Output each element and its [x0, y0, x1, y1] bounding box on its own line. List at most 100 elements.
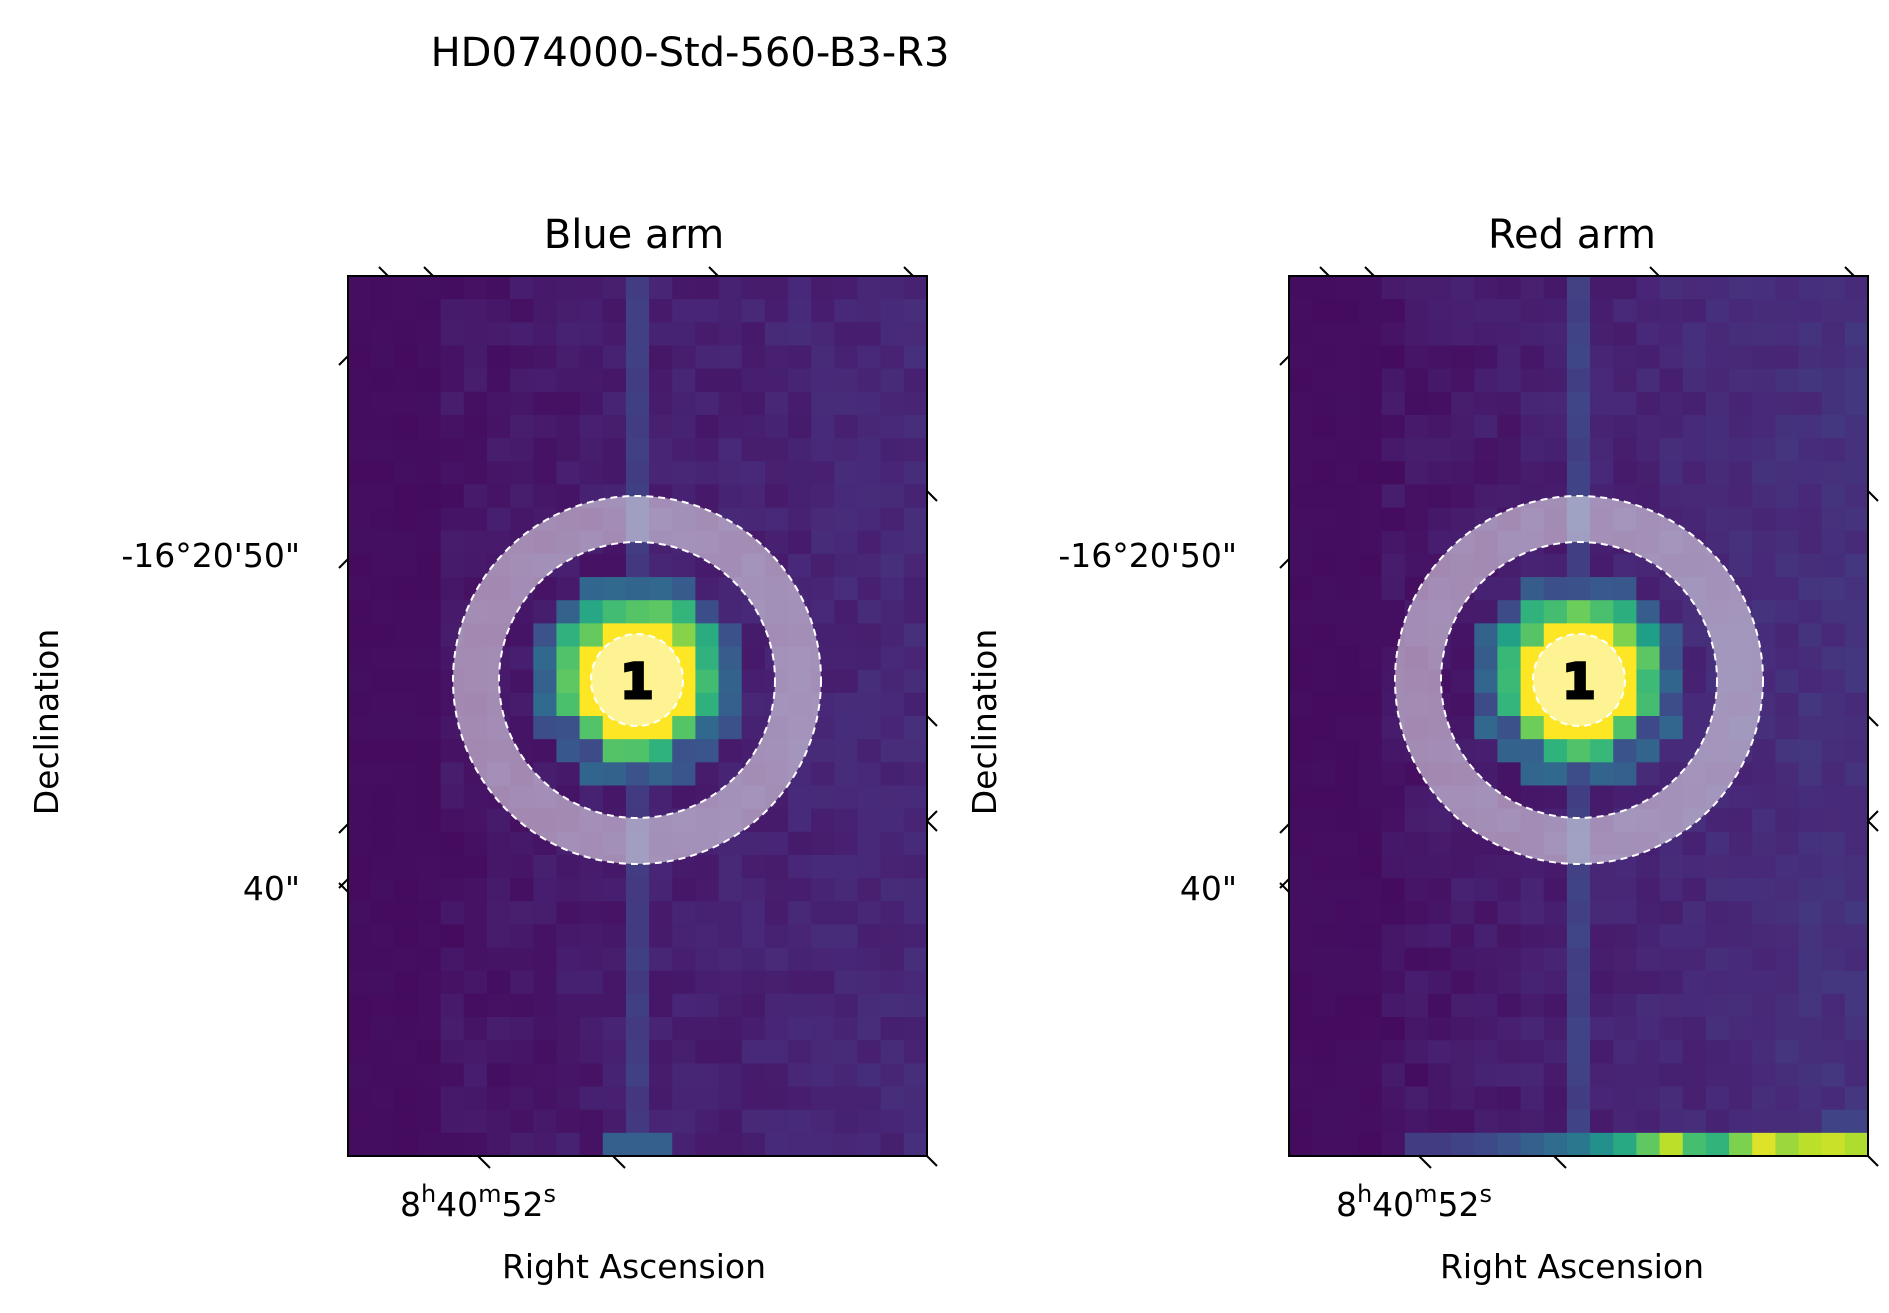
- pixel-cell: [1566, 1040, 1591, 1064]
- pixel-cell: [463, 368, 488, 393]
- pixel-cell: [1312, 484, 1336, 509]
- pixel-cell: [1289, 1132, 1313, 1157]
- pixel-cell: [741, 414, 766, 439]
- pixel-cell: [649, 1040, 673, 1064]
- pixel-cell: [1775, 970, 1800, 995]
- pixel-cell: [1636, 623, 1661, 648]
- pixel-cell: [486, 507, 511, 532]
- pixel-cell: [625, 1132, 650, 1157]
- pixel-cell: [579, 577, 604, 601]
- pixel-cell: [1844, 299, 1869, 323]
- pixel-cell: [857, 345, 882, 370]
- pixel-cell: [1289, 507, 1313, 532]
- pixel-cell: [1358, 484, 1383, 509]
- pixel-cell: [718, 299, 743, 323]
- pixel-cell: [1659, 692, 1684, 717]
- pixel-cell: [1636, 970, 1661, 995]
- pixel-cell: [718, 345, 743, 370]
- pixel-cell: [348, 762, 372, 787]
- pixel-cell: [371, 461, 395, 486]
- pixel-cell: [741, 368, 766, 393]
- pixel-cell: [602, 553, 627, 578]
- pixel-cell: [602, 785, 627, 810]
- pixel-cell: [1289, 716, 1313, 740]
- pixel-cell: [394, 716, 419, 740]
- pixel-cell: [1636, 391, 1661, 416]
- pixel-cell: [1497, 345, 1522, 370]
- pixel-cell: [371, 299, 395, 323]
- pixel-cell: [1682, 970, 1707, 995]
- pixel-cell: [1566, 924, 1591, 949]
- pixel-cell: [788, 507, 812, 532]
- pixel-cell: [463, 947, 488, 972]
- pixel-cell: [1821, 878, 1846, 902]
- pixel-cell: [834, 831, 859, 856]
- y-axis-label-red: Declination: [965, 629, 1004, 816]
- pixel-cell: [1798, 484, 1823, 509]
- pixel-cell: [834, 808, 859, 833]
- pixel-cell: [510, 368, 534, 393]
- pixel-cell: [510, 878, 534, 902]
- pixel-cell: [1752, 530, 1776, 555]
- pixel-cell: [463, 1017, 488, 1041]
- pixel-cell: [764, 831, 789, 856]
- pixel-cell: [417, 553, 442, 578]
- pixel-cell: [1289, 530, 1313, 555]
- pixel-cell: [394, 901, 419, 926]
- pixel-cell: [695, 1132, 720, 1157]
- pixel-cell: [1474, 368, 1499, 393]
- pixel-cell: [1729, 530, 1753, 555]
- pixel-cell: [1844, 391, 1869, 416]
- pixel-cell: [1335, 878, 1360, 902]
- pixel-cell: [1451, 623, 1475, 648]
- pixel-cell: [811, 507, 835, 532]
- pixel-cell: [1335, 831, 1360, 856]
- pixel-cell: [1404, 854, 1429, 879]
- pixel-cell: [486, 1109, 511, 1134]
- pixel-cell: [510, 831, 534, 856]
- pixel-cell: [556, 901, 581, 926]
- pixel-cell: [1705, 924, 1730, 949]
- pixel-cell: [486, 1086, 511, 1111]
- pixel-cell: [695, 623, 720, 648]
- pixel-cell: [1520, 901, 1545, 926]
- pixel-cell: [1729, 1132, 1753, 1157]
- pixel-cell: [1729, 831, 1753, 856]
- pixel-cell: [834, 623, 859, 648]
- pixel-cell: [1798, 507, 1823, 532]
- pixel-cell: [1566, 553, 1591, 578]
- pixel-cell: [903, 507, 928, 532]
- pixel-cell: [1775, 322, 1800, 347]
- pixel-cell: [510, 484, 534, 509]
- pixel-cell: [1798, 577, 1823, 601]
- pixel-cell: [1289, 901, 1313, 926]
- pixel-cell: [533, 345, 558, 370]
- pixel-cell: [1543, 345, 1568, 370]
- pixel-cell: [463, 1132, 488, 1157]
- panel-blue-arm: Blue arm 1 -16°20'50" 40" 8h40m52s Right…: [27, 212, 938, 1286]
- pixel-cell: [1358, 1086, 1383, 1111]
- pixel-cell: [1798, 600, 1823, 624]
- pixel-cell: [417, 1086, 442, 1111]
- pixel-cell: [1636, 299, 1661, 323]
- pixel-cell: [857, 878, 882, 902]
- pixel-cell: [764, 438, 789, 462]
- pixel-cell: [1775, 692, 1800, 717]
- pixel-cell: [1821, 368, 1846, 393]
- pixel-cell: [764, 507, 789, 532]
- pixel-cell: [811, 808, 835, 833]
- aperture-core-circle-blue: [590, 633, 684, 727]
- pixel-cell: [348, 692, 372, 717]
- pixel-cell: [371, 507, 395, 532]
- pixel-cell: [1682, 924, 1707, 949]
- pixel-cell: [857, 716, 882, 740]
- pixel-cell: [1520, 993, 1545, 1018]
- pixel-cell: [857, 438, 882, 462]
- pixel-cell: [1358, 970, 1383, 995]
- pixel-cell: [417, 391, 442, 416]
- pixel-cell: [440, 924, 465, 949]
- pixel-cell: [1335, 577, 1360, 601]
- pixel-cell: [1705, 276, 1730, 300]
- pixel-cell: [625, 947, 650, 972]
- pixel-cell: [1497, 484, 1522, 509]
